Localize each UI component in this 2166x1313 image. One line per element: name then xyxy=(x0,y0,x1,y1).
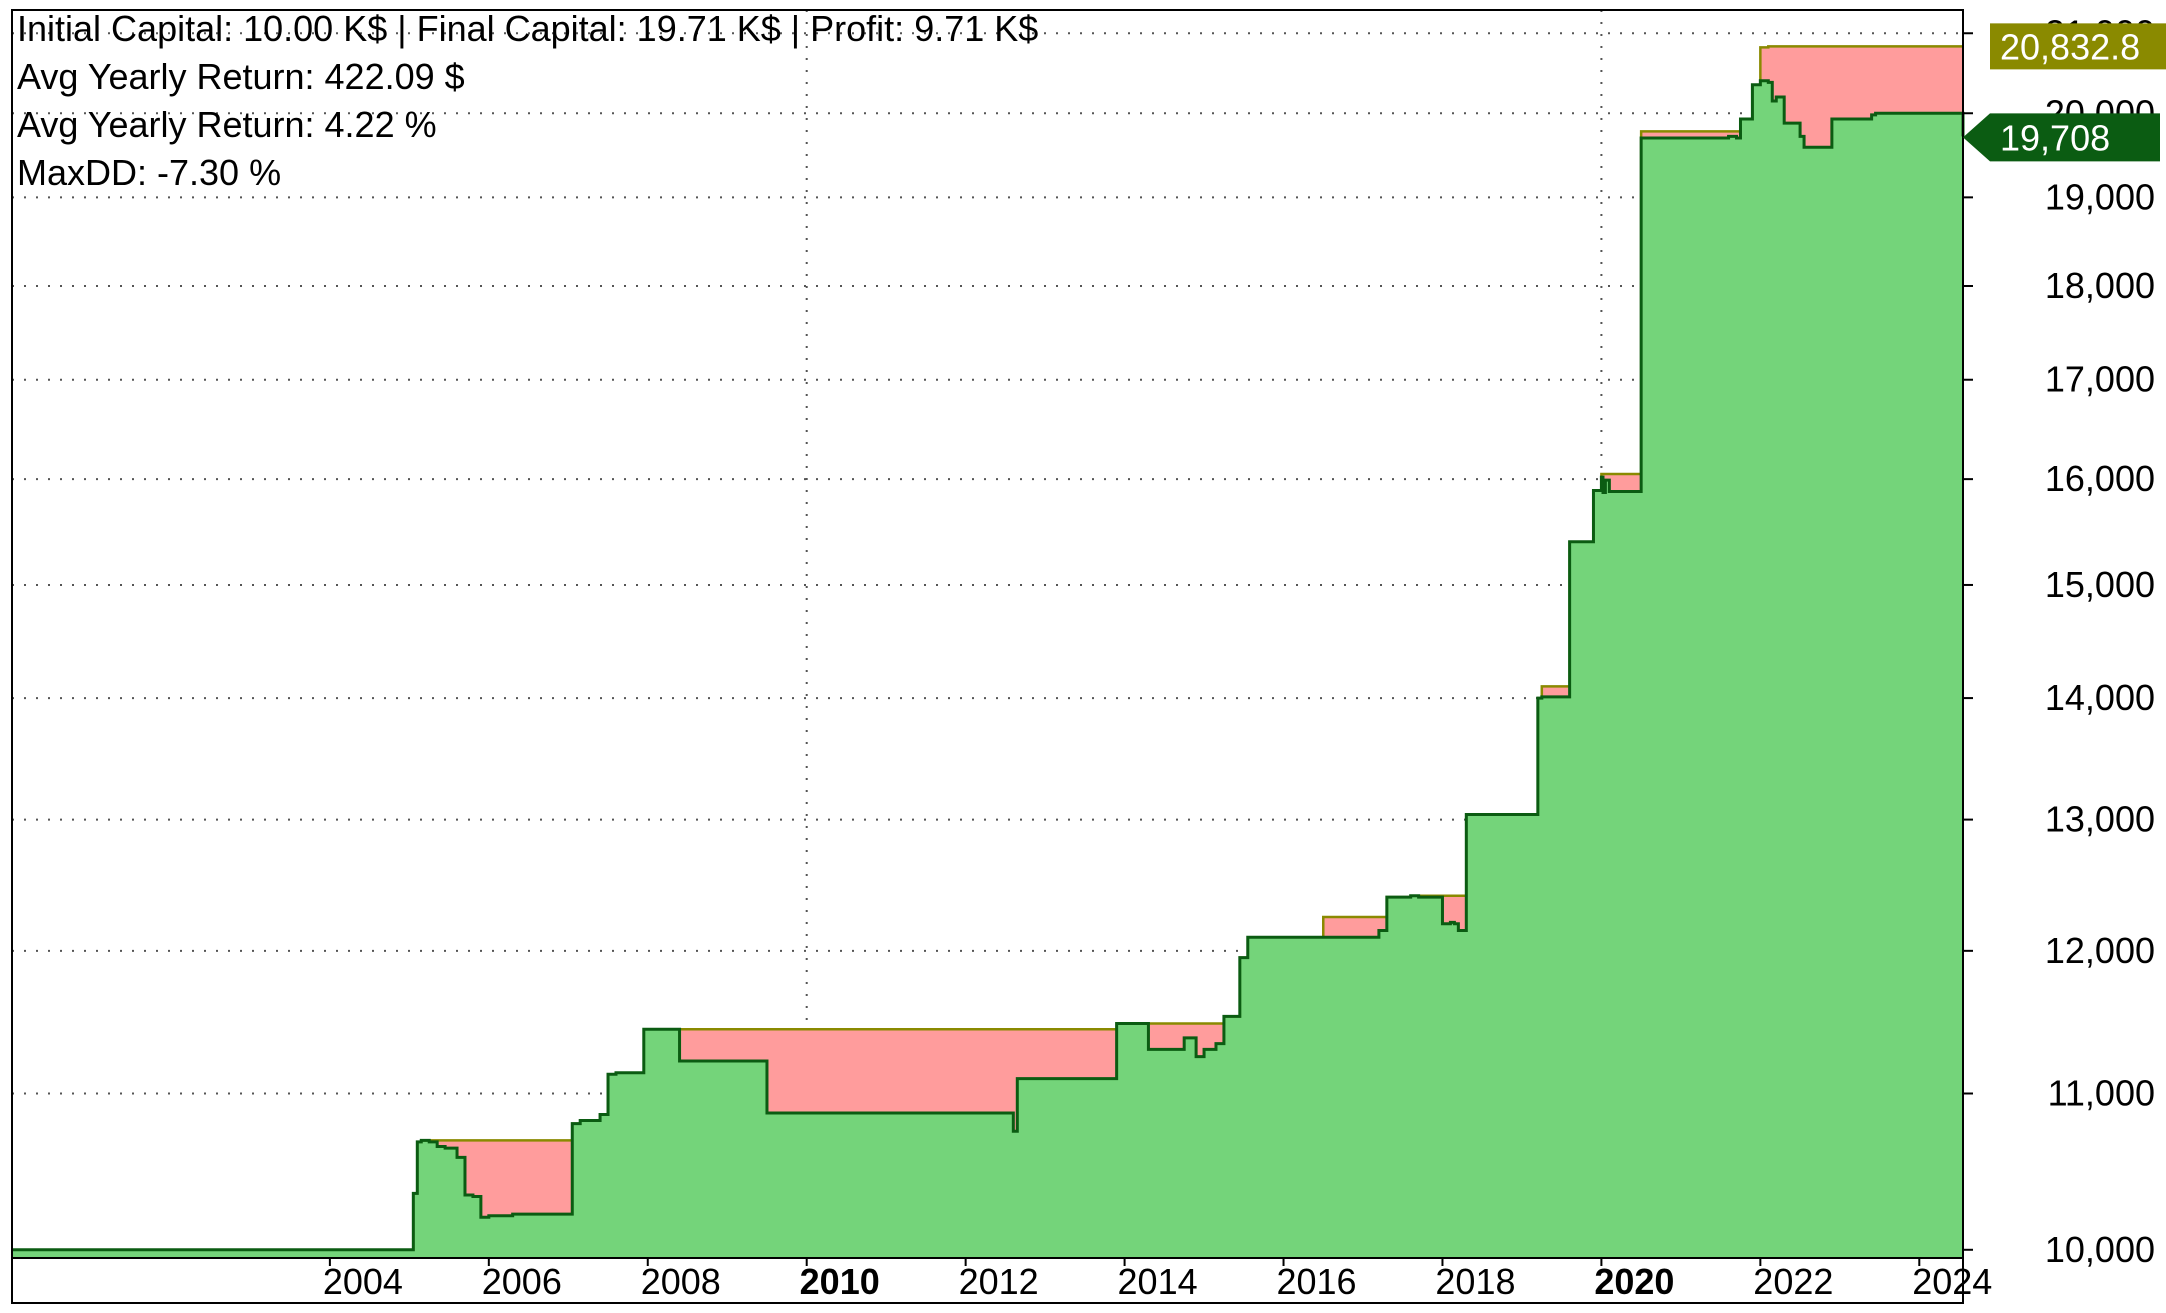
y-tick-label: 12,000 xyxy=(2045,930,2155,971)
stat-avg-yearly-return-percent: Avg Yearly Return: 4.22 % xyxy=(17,104,437,145)
y-tick-label: 16,000 xyxy=(2045,458,2155,499)
last-value-badge xyxy=(1963,113,2160,162)
x-tick-label: 2012 xyxy=(959,1261,1039,1302)
equity-line xyxy=(12,79,1965,1252)
x-tick-label: 2014 xyxy=(1118,1261,1198,1302)
x-tick-label: 2006 xyxy=(482,1261,562,1302)
y-tick-label: 19,000 xyxy=(2045,176,2155,217)
y-tick-label: 15,000 xyxy=(2045,564,2155,605)
x-tick-label: 2020 xyxy=(1594,1261,1674,1302)
y-tick-label: 18,000 xyxy=(2045,265,2155,306)
x-tick-label: 2022 xyxy=(1753,1261,1833,1302)
x-tick-label: 2010 xyxy=(800,1261,880,1302)
plot-frame xyxy=(11,9,1964,1304)
y-tick-label: 13,000 xyxy=(2045,799,2155,840)
stat-capital-summary: Initial Capital: 10.00 K$ | Final Capita… xyxy=(17,8,1039,49)
y-tick-label: 14,000 xyxy=(2045,677,2155,718)
equity-area xyxy=(12,80,1963,1258)
y-tick-label: 10,000 xyxy=(2045,1229,2155,1270)
x-tick-label: 2008 xyxy=(641,1261,721,1302)
peak-value-badge xyxy=(1990,23,2166,70)
x-tick-label: 2004 xyxy=(323,1261,403,1302)
x-tick-label: 2016 xyxy=(1276,1261,1356,1302)
peak-value-label: 20,832.8 xyxy=(2000,26,2140,67)
stat-max-drawdown: MaxDD: -7.30 % xyxy=(17,152,282,193)
x-tick-label: 2018 xyxy=(1435,1261,1515,1302)
stat-avg-yearly-return-dollars: Avg Yearly Return: 422.09 $ xyxy=(17,56,465,97)
y-tick-label: 17,000 xyxy=(2045,359,2155,400)
y-tick-label: 11,000 xyxy=(2048,1073,2155,1114)
x-tick-label: 2024 xyxy=(1912,1261,1992,1302)
last-value-label: 19,708 xyxy=(2000,117,2110,158)
